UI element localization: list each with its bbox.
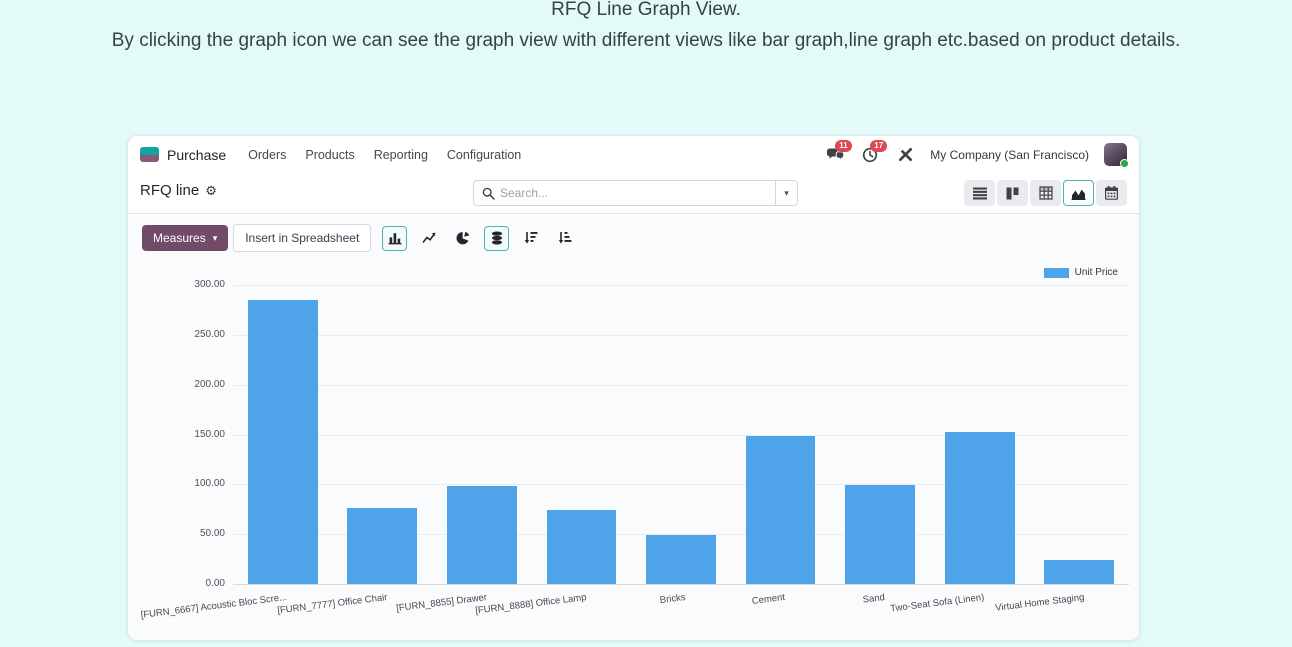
x-axis-label: Sand <box>862 592 886 606</box>
kanban-icon <box>1006 187 1019 199</box>
measures-label: Measures <box>153 231 206 245</box>
heading-title: RFQ Line Graph View. <box>551 0 741 20</box>
bar-5[interactable] <box>745 435 816 584</box>
sort-descending-icon <box>524 232 538 244</box>
developer-tools-button[interactable] <box>895 146 915 164</box>
view-switcher <box>964 180 1127 206</box>
measures-button[interactable]: Measures ▾ <box>142 225 229 251</box>
tools-icon <box>898 147 912 162</box>
bar-chart-icon <box>388 233 402 245</box>
graph-toolbar: Measures ▾ Insert in Spreadsheet <box>142 224 581 252</box>
graph-view-content: Measures ▾ Insert in Spreadsheet <box>128 214 1139 640</box>
view-switcher-calendar[interactable] <box>1096 180 1127 206</box>
bar-2[interactable] <box>447 486 517 584</box>
stacked-icon <box>491 231 502 245</box>
bar-7[interactable] <box>944 431 1015 584</box>
view-switcher-list[interactable] <box>964 180 995 206</box>
sort-ascending-icon <box>558 232 572 244</box>
search-bar: ▾ <box>473 180 798 206</box>
main-menu: Orders Products Reporting Configuration <box>248 148 521 162</box>
y-axis-tick-label: 0.00 <box>205 578 225 589</box>
gridline <box>233 534 1129 536</box>
line-chart-button[interactable] <box>416 226 441 251</box>
app-name[interactable]: Purchase <box>167 146 227 163</box>
bar-1[interactable] <box>347 508 418 584</box>
search-icon <box>474 187 500 200</box>
x-axis-label: [FURN_8888] Office Lamp <box>474 592 587 617</box>
calendar-icon <box>1105 186 1118 200</box>
panel-divider <box>128 213 1139 214</box>
app-switcher[interactable]: Purchase <box>140 147 226 163</box>
bar-chart-button[interactable] <box>382 225 408 251</box>
menu-item-orders[interactable]: Orders <box>248 147 287 162</box>
y-axis-tick-label: 50.00 <box>199 528 225 540</box>
sort-ascending-button[interactable] <box>552 226 577 251</box>
activities-badge: 17 <box>870 139 888 152</box>
control-panel: RFQ line ⚙ ▾ <box>128 173 1139 213</box>
legend-swatch <box>1043 267 1069 278</box>
menu-item-reporting[interactable]: Reporting <box>373 147 428 162</box>
x-axis-label: [FURN_6667] Acoustic Bloc Scre... <box>140 592 289 621</box>
bar-8[interactable] <box>1044 560 1115 584</box>
heading-description: By clicking the graph icon we can see th… <box>111 30 1181 51</box>
page-heading: RFQ Line Graph View. By clicking the gra… <box>61 0 1231 56</box>
pivot-icon <box>1038 186 1053 200</box>
bar-6[interactable] <box>845 485 915 584</box>
x-axis-label: Cement <box>751 592 786 607</box>
messages-badge: 11 <box>835 139 852 152</box>
bar-0[interactable] <box>247 299 318 584</box>
chart-legend[interactable]: Unit Price <box>1043 267 1118 278</box>
y-axis-tick-label: 300.00 <box>194 279 225 290</box>
bar-3[interactable] <box>546 510 617 584</box>
x-axis-label: [FURN_8855] Drawer <box>395 592 488 615</box>
user-avatar[interactable] <box>1104 143 1129 168</box>
menu-item-products[interactable]: Products <box>305 147 355 162</box>
legend-label: Unit Price <box>1074 267 1118 278</box>
gridline <box>233 584 1129 585</box>
company-name[interactable]: My Company (San Francisco) <box>930 147 1089 162</box>
x-axis-label: Two-Seat Sofa (Linen) <box>889 592 986 615</box>
list-icon <box>972 187 987 199</box>
purchase-app-icon <box>140 147 159 162</box>
x-axis-label: Bricks <box>659 592 687 607</box>
gridline <box>233 285 1129 286</box>
x-axis-label: Virtual Home Staging <box>994 592 1085 614</box>
chevron-down-icon: ▾ <box>212 232 218 243</box>
view-switcher-graph[interactable] <box>1063 180 1094 206</box>
bar-4[interactable] <box>646 535 716 584</box>
systray: 11 17 My Company (San Francisco) <box>825 139 1129 168</box>
view-title: RFQ line <box>140 182 200 199</box>
odoo-window: Purchase Orders Products Reporting Confi… <box>127 135 1140 641</box>
menu-item-configuration[interactable]: Configuration <box>446 147 522 162</box>
stacked-button[interactable] <box>484 225 510 251</box>
top-navbar: Purchase Orders Products Reporting Confi… <box>128 136 1139 173</box>
bar-chart-plot: 300.00 250.00 200.00 150.00 100.00 50.00 0.00 [… <box>141 279 1129 621</box>
gridline <box>233 334 1129 336</box>
search-input[interactable] <box>500 186 775 200</box>
pie-chart-icon <box>456 231 469 245</box>
pie-chart-button[interactable] <box>450 226 475 251</box>
line-chart-icon <box>422 232 436 243</box>
x-axis-label: [FURN_7777] Office Chair <box>276 592 388 617</box>
messages-button[interactable]: 11 <box>825 139 852 164</box>
online-status-dot <box>1120 159 1129 168</box>
view-switcher-pivot[interactable] <box>1030 180 1061 206</box>
insert-in-spreadsheet-button[interactable]: Insert in Spreadsheet <box>233 224 372 252</box>
search-dropdown-toggle[interactable]: ▾ <box>775 181 797 205</box>
sort-descending-button[interactable] <box>518 226 543 251</box>
gridline <box>233 384 1129 386</box>
y-axis-tick-label: 150.00 <box>194 428 225 440</box>
breadcrumb: RFQ line ⚙ <box>140 182 217 199</box>
y-axis-tick-label: 250.00 <box>194 328 225 340</box>
graph-icon <box>1071 189 1086 200</box>
y-axis-tick-label: 200.00 <box>194 378 225 390</box>
gridline <box>233 434 1129 436</box>
activities-button[interactable]: 17 <box>860 139 888 164</box>
gear-icon[interactable]: ⚙ <box>205 183 217 198</box>
chat-bubbles-icon <box>826 148 844 161</box>
y-axis-tick-label: 100.00 <box>194 478 225 490</box>
view-switcher-kanban[interactable] <box>997 180 1028 206</box>
gridline <box>233 484 1129 486</box>
